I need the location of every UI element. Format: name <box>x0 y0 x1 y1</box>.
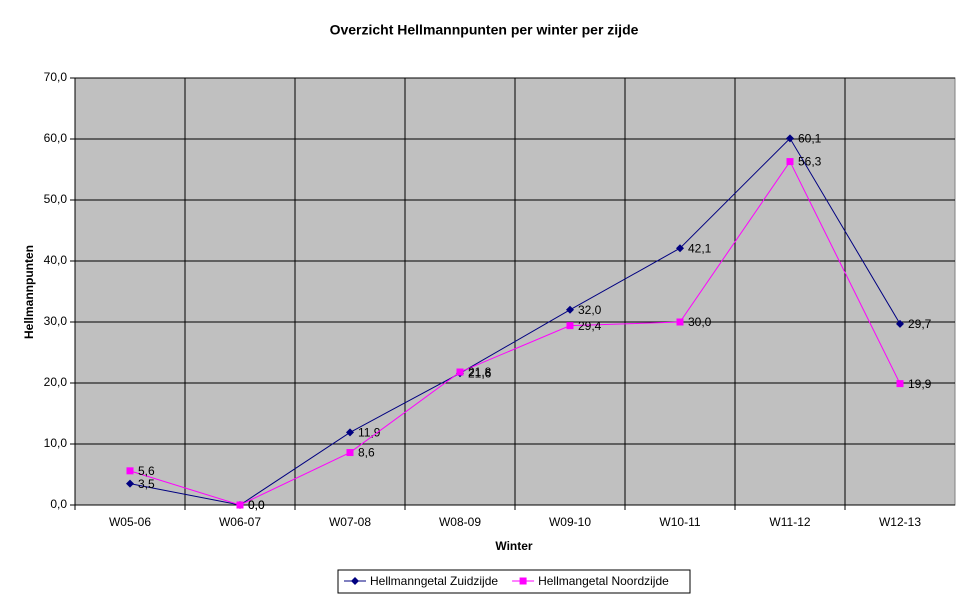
x-tick-label: W09-10 <box>549 515 591 529</box>
x-tick-label: W12-13 <box>879 515 921 529</box>
y-tick-label: 50,0 <box>44 192 68 206</box>
y-tick-label: 20,0 <box>44 375 68 389</box>
data-label: 11,9 <box>358 426 381 440</box>
point <box>786 134 794 143</box>
point <box>896 380 904 388</box>
point <box>566 305 574 314</box>
data-label: 29,4 <box>578 319 602 333</box>
data-label: 3,5 <box>138 477 155 491</box>
y-tick-label: 10,0 <box>44 436 68 450</box>
x-tick-label: W05-06 <box>109 515 151 529</box>
x-tick-label: W07-08 <box>329 515 371 529</box>
data-label: 42,1 <box>688 241 712 255</box>
point <box>346 449 354 457</box>
y-tick-label: 70,0 <box>44 70 68 84</box>
y-tick-label: 60,0 <box>44 131 68 145</box>
data-label: 0,0 <box>248 498 265 512</box>
data-label: 0,0 <box>248 498 265 512</box>
data-label: 60,1 <box>798 132 822 146</box>
legend-marker <box>519 577 527 585</box>
point <box>676 244 684 253</box>
data-label: 21,8 <box>468 365 492 379</box>
point <box>126 479 134 488</box>
point <box>346 428 354 437</box>
data-label: 8,6 <box>358 446 375 460</box>
point <box>566 322 574 330</box>
y-tick-label: 0,0 <box>50 497 67 511</box>
y-axis-label: Hellmannpunten <box>22 245 36 339</box>
data-label: 19,9 <box>908 377 932 391</box>
data-label: 30,0 <box>688 315 712 329</box>
data-label: 56,3 <box>798 155 822 169</box>
point <box>236 501 244 509</box>
point <box>786 158 794 166</box>
legend-label: Hellmangetal Noordzijde <box>538 574 669 588</box>
x-axis-label: Winter <box>495 539 533 553</box>
point <box>456 368 464 376</box>
y-tick-label: 30,0 <box>44 314 68 328</box>
y-tick-label: 40,0 <box>44 253 68 267</box>
legend: Hellmanngetal Zuidzijde Hellmangetal Noor… <box>337 569 691 594</box>
x-tick-label: W11-12 <box>769 515 810 529</box>
point <box>896 319 904 328</box>
line <box>129 160 901 506</box>
point <box>126 467 134 475</box>
x-tick-label: W08-09 <box>439 515 481 529</box>
point <box>676 318 684 326</box>
data-label: 29,7 <box>908 317 932 331</box>
data-label: 32,0 <box>578 303 602 317</box>
data-label: 21,6 <box>468 366 492 380</box>
legend-marker <box>351 577 359 585</box>
x-tick-label: W06-07 <box>219 515 261 529</box>
x-tick-label: W10-11 <box>659 515 700 529</box>
legend-label: Hellmanngetal Zuidzijde <box>370 574 498 588</box>
chart-title: Overzicht Hellmannpunten per winter per … <box>330 22 639 38</box>
data-label: 5,6 <box>138 464 155 478</box>
line <box>129 137 901 506</box>
